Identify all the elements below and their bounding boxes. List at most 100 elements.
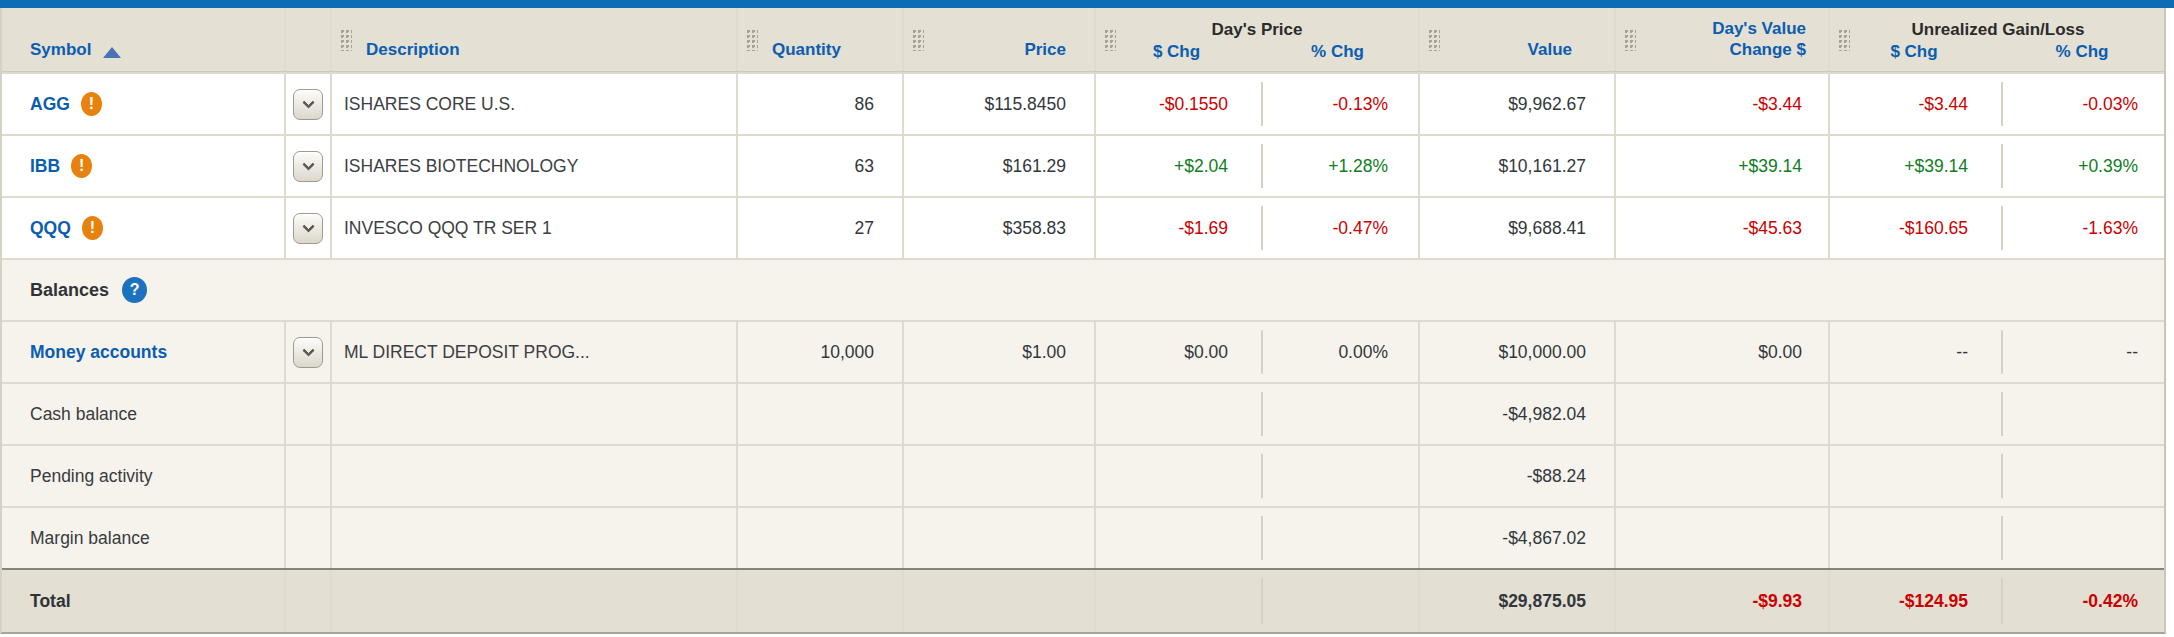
- balance-row: Margin balance -$4,867.02: [2, 506, 2164, 568]
- day-percent-change-cell: [1262, 384, 1420, 444]
- positions-page: Symbol Description Quantity Price Day's …: [0, 0, 2174, 634]
- drag-handle-icon[interactable]: [1838, 29, 1850, 51]
- column-header-quantity[interactable]: Quantity: [738, 8, 904, 71]
- chevron-down-icon: [302, 158, 315, 171]
- day-percent-change-cell: +1.28%: [1262, 136, 1420, 196]
- unrealized-dollar-change-cell: [1830, 446, 2002, 506]
- warning-icon[interactable]: !: [82, 216, 103, 240]
- quantity-cell: 27: [738, 198, 904, 258]
- description-cell: [332, 384, 738, 444]
- section-title: Balances: [30, 280, 109, 301]
- day-dollar-change-cell: +$2.04: [1096, 136, 1262, 196]
- expand-cell: [286, 198, 332, 258]
- column-header-days-value-change[interactable]: Day's Value Change $: [1616, 8, 1830, 71]
- unrealized-dollar-change-cell: -$160.65: [1830, 198, 2002, 258]
- holdings-table-row: QQQ ! INVESCO QQQ TR SER 1 27 $358.83 -$…: [2, 196, 2164, 258]
- description-cell: ML DIRECT DEPOSIT PROG...: [332, 322, 738, 382]
- day-percent-change-cell: [1262, 508, 1420, 568]
- section-header-cell: Balances ?: [2, 260, 2166, 320]
- warning-glyph: !: [89, 95, 94, 113]
- column-header-description[interactable]: Description: [332, 8, 738, 71]
- day-value-change-cell: [1616, 508, 1830, 568]
- drag-handle-icon[interactable]: [1428, 29, 1440, 51]
- description-cell: INVESCO QQQ TR SER 1: [332, 198, 738, 258]
- expand-cell: [286, 74, 332, 134]
- expand-cell: [286, 570, 332, 632]
- drag-handle-icon[interactable]: [1104, 29, 1116, 51]
- chevron-down-icon: [302, 220, 315, 233]
- day-value-change-cell: [1616, 384, 1830, 444]
- drag-handle-icon[interactable]: [912, 29, 924, 51]
- row-actions-dropdown-button[interactable]: [293, 337, 323, 368]
- price-cell: $1.00: [904, 322, 1096, 382]
- drag-handle-icon[interactable]: [746, 29, 758, 51]
- column-header-value-label: Value: [1528, 40, 1572, 60]
- help-icon[interactable]: ?: [122, 277, 147, 303]
- quantity-cell: [738, 384, 904, 444]
- sort-ascending-icon: [103, 47, 121, 58]
- day-dollar-change-cell: $0.00: [1096, 322, 1262, 382]
- row-actions-dropdown-button[interactable]: [293, 213, 323, 244]
- column-header-unrealized-pct-chg[interactable]: % Chg: [1998, 42, 2166, 62]
- drag-handle-icon[interactable]: [340, 29, 352, 51]
- drag-handle-icon[interactable]: [1624, 29, 1636, 51]
- expand-cell: [286, 384, 332, 444]
- value-cell: -$4,982.04: [1420, 384, 1616, 444]
- quantity-cell: [738, 446, 904, 506]
- column-header-expand: [286, 8, 332, 71]
- price-cell: $161.29: [904, 136, 1096, 196]
- unrealized-dollar-change-cell: --: [1830, 322, 2002, 382]
- description-cell: [332, 570, 738, 632]
- day-dollar-change-cell: [1096, 508, 1262, 568]
- holdings-table: Symbol Description Quantity Price Day's …: [0, 8, 2166, 634]
- warning-icon[interactable]: !: [71, 154, 92, 178]
- total-unrealized-percent-change-cell: -0.42%: [2002, 570, 2166, 632]
- quantity-cell: 10,000: [738, 322, 904, 382]
- holdings-table-row: AGG ! ISHARES CORE U.S. 86 $115.8450 -$0…: [2, 72, 2164, 134]
- column-header-symbol[interactable]: Symbol: [2, 8, 286, 71]
- value-cell: $9,688.41: [1420, 198, 1616, 258]
- price-cell: $115.8450: [904, 74, 1096, 134]
- day-value-change-cell: +$39.14: [1616, 136, 1830, 196]
- day-value-change-cell: $0.00: [1616, 322, 1830, 382]
- symbol-link[interactable]: Money accounts: [30, 342, 167, 363]
- expand-cell: [286, 322, 332, 382]
- total-unrealized-dollar-change-cell: -$124.95: [1830, 570, 2002, 632]
- day-percent-change-cell: [1262, 570, 1420, 632]
- total-row: Total $29,875.05 -$9.93 -$124.95 -0.42%: [2, 568, 2164, 632]
- symbol-cell: IBB !: [2, 136, 286, 196]
- column-header-unrealized-group[interactable]: Unrealized Gain/Loss $ Chg % Chg: [1830, 8, 2166, 71]
- unrealized-percent-change-cell: [2002, 446, 2166, 506]
- symbol-link[interactable]: IBB: [30, 156, 60, 177]
- symbol-link[interactable]: AGG: [30, 94, 70, 115]
- column-header-price[interactable]: Price: [904, 8, 1096, 71]
- column-header-day-pct-chg[interactable]: % Chg: [1257, 42, 1418, 62]
- row-actions-dropdown-button[interactable]: [293, 151, 323, 182]
- column-header-days-price-group[interactable]: Day's Price $ Chg % Chg: [1096, 8, 1420, 71]
- table-body: AGG ! ISHARES CORE U.S. 86 $115.8450 -$0…: [2, 72, 2164, 632]
- column-header-unrealized-dollar-chg[interactable]: $ Chg: [1830, 42, 1998, 62]
- days-value-change-label-line2: Change $: [1729, 39, 1806, 60]
- value-cell: -$4,867.02: [1420, 508, 1616, 568]
- unrealized-percent-change-cell: +0.39%: [2002, 136, 2166, 196]
- value-cell: $10,161.27: [1420, 136, 1616, 196]
- column-header-day-dollar-chg[interactable]: $ Chg: [1096, 42, 1257, 62]
- holdings-table-row: Money accounts ML DIRECT DEPOSIT PROG...…: [2, 320, 2164, 382]
- symbol-cell: AGG !: [2, 74, 286, 134]
- balance-label: Cash balance: [30, 404, 137, 425]
- column-header-value[interactable]: Value: [1420, 8, 1616, 71]
- balances-section-row: Balances ?: [2, 258, 2164, 320]
- day-dollar-change-cell: -$0.1550: [1096, 74, 1262, 134]
- day-dollar-change-cell: [1096, 446, 1262, 506]
- symbol-link[interactable]: QQQ: [30, 218, 71, 239]
- day-percent-change-cell: -0.47%: [1262, 198, 1420, 258]
- day-percent-change-cell: 0.00%: [1262, 322, 1420, 382]
- balance-row: Pending activity -$88.24: [2, 444, 2164, 506]
- row-actions-dropdown-button[interactable]: [293, 89, 323, 120]
- warning-icon[interactable]: !: [81, 92, 102, 116]
- unrealized-group-label: Unrealized Gain/Loss: [1830, 20, 2166, 40]
- description-cell: [332, 446, 738, 506]
- column-header-quantity-label: Quantity: [772, 40, 841, 60]
- day-percent-change-cell: [1262, 446, 1420, 506]
- day-dollar-change-cell: [1096, 570, 1262, 632]
